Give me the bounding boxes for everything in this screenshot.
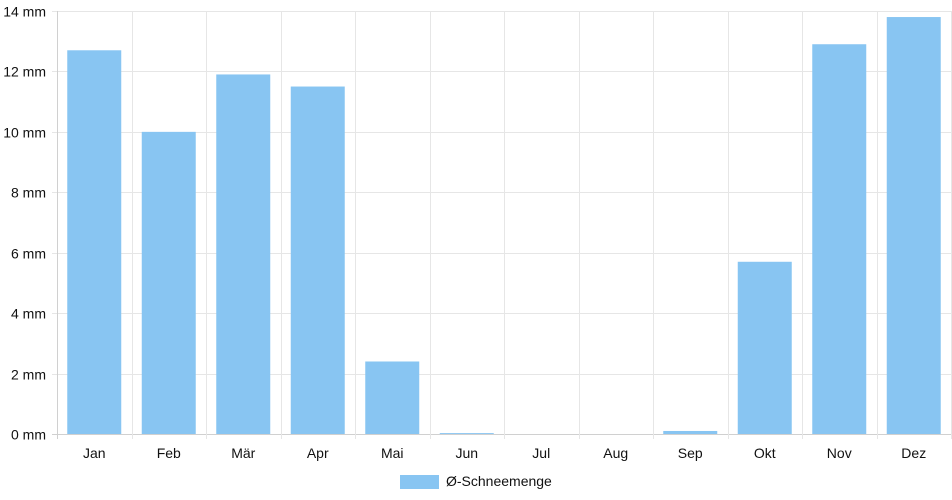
y-tick-label: 8 mm xyxy=(11,185,46,201)
y-tick-label: 2 mm xyxy=(11,367,46,383)
bar-okt[interactable] xyxy=(737,261,792,434)
grid xyxy=(52,11,952,439)
bar-jan[interactable] xyxy=(67,50,122,435)
bar-feb[interactable] xyxy=(141,131,196,434)
bar-nov[interactable] xyxy=(812,44,867,434)
x-tick-label: Mai xyxy=(381,445,404,461)
y-tick-label: 0 mm xyxy=(11,427,46,443)
bar-jun[interactable] xyxy=(439,433,494,434)
bar-mär[interactable] xyxy=(216,74,271,434)
bars xyxy=(67,17,941,435)
bar-dez[interactable] xyxy=(886,17,941,435)
x-tick-label: Jun xyxy=(455,445,478,461)
x-tick-label: Mär xyxy=(231,445,255,461)
x-tick-label: Apr xyxy=(307,445,329,461)
y-axis: 0 mm 2 mm 4 mm 6 mm 8 mm 10 mm 12 mm 14 mm xyxy=(3,4,46,443)
bar-mai[interactable] xyxy=(365,361,420,434)
bar-sep[interactable] xyxy=(663,430,718,434)
x-tick-label: Nov xyxy=(827,445,852,461)
y-tick-label: 6 mm xyxy=(11,246,46,262)
x-tick-label: Sep xyxy=(678,445,703,461)
y-tick-label: 14 mm xyxy=(3,4,46,20)
x-tick-label: Jul xyxy=(532,445,550,461)
bar-apr[interactable] xyxy=(290,86,345,435)
y-tick-label: 12 mm xyxy=(3,64,46,80)
y-tick-label: 4 mm xyxy=(11,306,46,322)
x-tick-label: Dez xyxy=(901,445,926,461)
x-tick-label: Okt xyxy=(754,445,776,461)
x-tick-label: Aug xyxy=(603,445,628,461)
x-tick-label: Jan xyxy=(83,445,106,461)
legend-label: Ø-Schneemenge xyxy=(446,473,552,489)
x-tick-label: Feb xyxy=(157,445,181,461)
legend[interactable]: Ø-Schneemenge xyxy=(400,473,552,489)
y-tick-label: 10 mm xyxy=(3,125,46,141)
x-axis: Jan Feb Mär Apr Mai Jun Jul Aug Sep Okt Nov Dez xyxy=(83,445,926,461)
legend-swatch xyxy=(400,475,439,489)
